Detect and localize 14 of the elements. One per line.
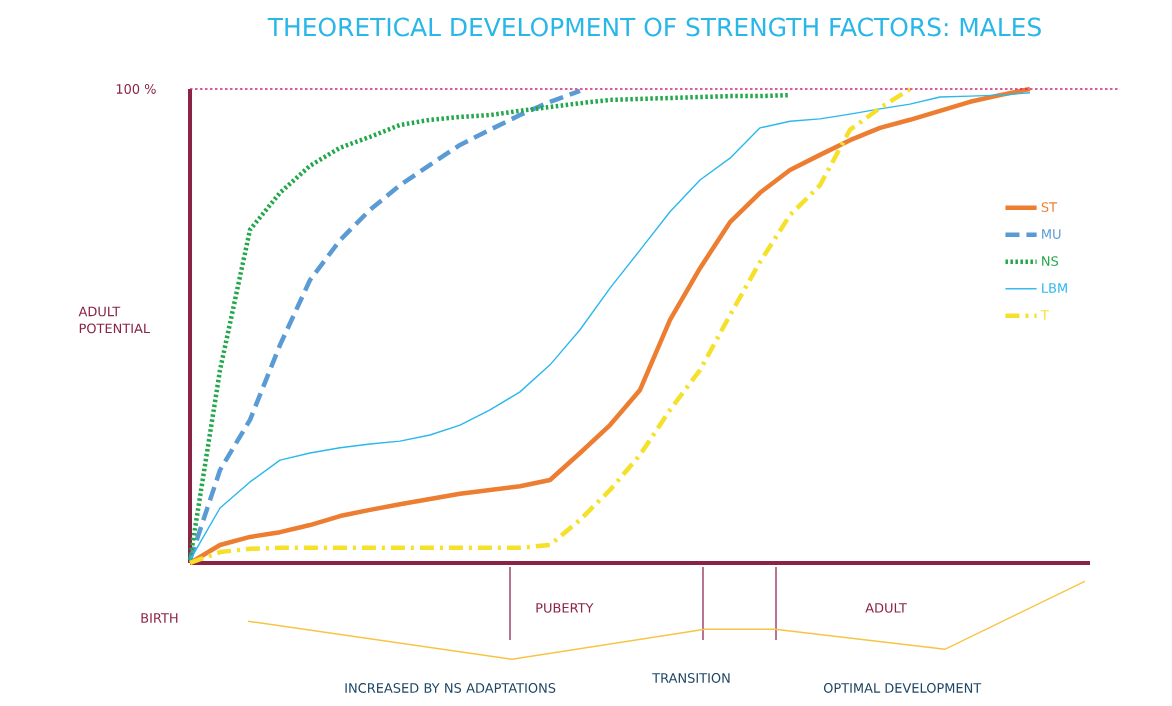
y-axis-title: ADULT POTENTIAL: [78, 306, 151, 334]
text: PUBERTY: [536, 603, 594, 613]
text: OPTIMAL DEVELOPMENT: [823, 683, 982, 693]
text: TRANSITION: [652, 673, 730, 683]
legend-label: LBM: [1042, 283, 1067, 293]
legend-label: NS: [1042, 256, 1059, 266]
chart-title: THEORETICAL DEVELOPMENT OF STRENGTH FACTORS: MALES: [267, 17, 1041, 37]
text: BIRTH: [141, 613, 178, 623]
legend-label: MU: [1042, 229, 1061, 239]
text: ADULT: [865, 603, 907, 613]
ref-line-label: 100 %: [116, 84, 156, 94]
legend-label: T: [1040, 310, 1049, 320]
legend-label: ST: [1041, 202, 1058, 212]
text: INCREASED BY NS ADAPTATIONS: [345, 683, 556, 693]
